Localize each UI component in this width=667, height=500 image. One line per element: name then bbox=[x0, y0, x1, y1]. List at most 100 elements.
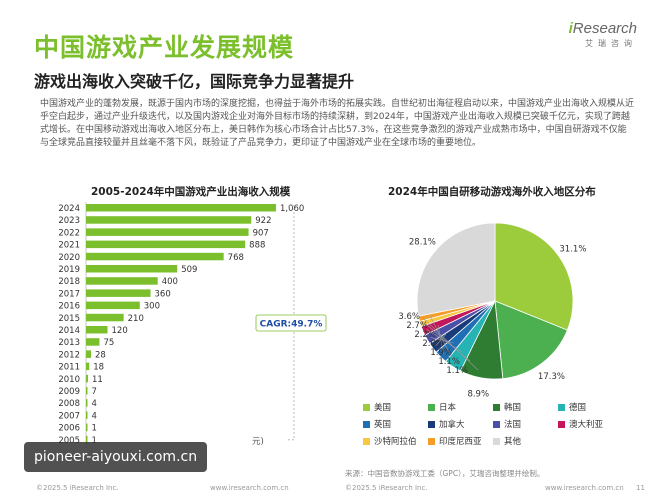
data-label: 28 bbox=[95, 350, 106, 360]
bar bbox=[86, 423, 88, 432]
data-label: 1 bbox=[92, 424, 97, 434]
slice-label: 3.6% bbox=[398, 312, 420, 322]
bar bbox=[86, 362, 90, 371]
legend-label: 美国 bbox=[374, 403, 392, 413]
legend-label: 其他 bbox=[504, 437, 522, 447]
leader-line bbox=[430, 337, 455, 344]
footer-url-right: www.iresearch.com.cn bbox=[545, 484, 624, 492]
pie-slice bbox=[494, 300, 568, 380]
bar bbox=[86, 374, 88, 383]
data-label: 4 bbox=[92, 399, 97, 409]
brand-logo: iResearch 艾瑞咨询 bbox=[569, 20, 637, 49]
pie-chart-title: 2024年中国自研移动游戏海外收入地区分布 bbox=[388, 186, 596, 198]
legend-item: 沙特阿拉伯 bbox=[363, 435, 428, 447]
y-tick-label: 2017 bbox=[58, 289, 80, 299]
y-tick-label: 2022 bbox=[58, 228, 80, 238]
legend-swatch bbox=[493, 437, 500, 445]
pie-chart: 31.1%17.3%8.9%28.1%3.6%2.7%2.2%2.0%1.9%1… bbox=[398, 222, 586, 399]
data-label: 7 bbox=[92, 387, 97, 397]
y-tick-label: 2007 bbox=[58, 411, 80, 421]
data-label: 907 bbox=[253, 228, 269, 238]
slice-label: 2.7% bbox=[406, 321, 428, 331]
legend-item: 澳大利亚 bbox=[558, 418, 623, 430]
y-tick-label: 2024 bbox=[58, 204, 80, 214]
bar bbox=[86, 411, 88, 419]
legend-swatch bbox=[428, 403, 435, 411]
bar bbox=[86, 399, 88, 407]
legend-label: 英国 bbox=[374, 420, 392, 430]
legend-label: 印度尼西亚 bbox=[439, 437, 482, 447]
pie-slice bbox=[494, 222, 574, 331]
legend-label: 加拿大 bbox=[439, 420, 465, 430]
data-label: 509 bbox=[181, 265, 197, 275]
leader-line bbox=[426, 329, 463, 353]
legend-item: 英国 bbox=[363, 418, 428, 430]
y-tick-label: 2021 bbox=[58, 241, 80, 251]
section-subtitle: 游戏出海收入突破千亿，国际竞争力显著提升 bbox=[34, 72, 355, 91]
bar-chart: 2024 1,060 2023 922 2022 907 2021 888 2020 768 201… bbox=[58, 202, 327, 448]
data-label: 888 bbox=[249, 241, 265, 251]
slice-label: 1.1% bbox=[446, 366, 468, 376]
legend-item: 其他 bbox=[493, 435, 558, 447]
slice-label: 2.0% bbox=[422, 339, 444, 349]
legend-item: 日本 bbox=[428, 401, 493, 413]
y-tick-label: 2012 bbox=[58, 350, 80, 360]
bar bbox=[86, 350, 92, 358]
legend-swatch bbox=[493, 420, 500, 428]
legend-swatch bbox=[428, 420, 435, 428]
data-label: 300 bbox=[144, 302, 160, 312]
cagr-label: CAGR:49.7% bbox=[260, 320, 323, 330]
slice-label: 1.9% bbox=[430, 348, 452, 358]
data-label: 922 bbox=[255, 216, 271, 226]
unit-fragment: 元) bbox=[252, 437, 264, 447]
watermark-overlay: pioneer-aiyouxi.com.cn bbox=[24, 442, 208, 472]
legend-label: 沙特阿拉伯 bbox=[374, 437, 417, 447]
y-tick-label: 2015 bbox=[58, 314, 80, 324]
legend-item: 德国 bbox=[558, 401, 623, 413]
legend-item: 印度尼西亚 bbox=[428, 435, 493, 447]
legend-swatch bbox=[363, 403, 370, 411]
legend-swatch bbox=[558, 420, 565, 428]
y-tick-label: 2008 bbox=[58, 399, 80, 409]
slice-label: 8.9% bbox=[467, 389, 489, 399]
data-label: 210 bbox=[128, 314, 144, 324]
bar bbox=[86, 301, 140, 310]
data-label: 400 bbox=[162, 277, 178, 287]
bar bbox=[86, 277, 158, 285]
cagr-box bbox=[255, 314, 327, 332]
y-tick-label: 2023 bbox=[58, 216, 80, 226]
pie-slice bbox=[416, 222, 496, 317]
slice-label: 28.1% bbox=[409, 237, 436, 247]
legend-swatch bbox=[363, 437, 370, 445]
data-label: 120 bbox=[112, 326, 128, 336]
data-label: 360 bbox=[155, 289, 171, 299]
y-tick-label: 2005 bbox=[58, 436, 80, 446]
data-label: 768 bbox=[228, 253, 244, 263]
footer-copyright-right: ©2025.5 iResearch Inc. bbox=[345, 484, 428, 492]
legend-swatch bbox=[428, 437, 435, 445]
y-tick-label: 2019 bbox=[58, 265, 80, 275]
bar bbox=[86, 240, 246, 249]
source-note: 来源：中国音数协游戏工委（GPC），艾瑞咨询整理并绘制。 bbox=[345, 469, 545, 478]
iresearch-logo: iResearch bbox=[568, 20, 637, 37]
bar bbox=[86, 204, 276, 212]
bar bbox=[86, 265, 178, 273]
y-tick-label: 2011 bbox=[58, 363, 80, 373]
bar bbox=[86, 216, 252, 224]
legend-item: 美国 bbox=[363, 401, 428, 413]
legend-label: 韩国 bbox=[504, 403, 522, 413]
legend-item: 加拿大 bbox=[428, 418, 493, 430]
legend-label: 德国 bbox=[569, 403, 587, 413]
y-tick-label: 2016 bbox=[58, 302, 80, 312]
legend-swatch bbox=[558, 403, 565, 411]
slice-label: 17.3% bbox=[538, 372, 565, 382]
bar bbox=[86, 313, 124, 322]
bar bbox=[86, 326, 108, 334]
footer-copyright-left: ©2025.5 iResearch Inc. bbox=[36, 484, 119, 492]
data-label: 1 bbox=[92, 436, 97, 446]
bar bbox=[86, 252, 224, 261]
pie-legend: 美国 日本 韩国 德国 英国 加拿大 法国 澳大利亚 沙特阿拉伯 印度尼西亚 其他 bbox=[363, 401, 623, 447]
legend-label: 澳大利亚 bbox=[569, 420, 604, 430]
page-title: 中国游戏产业发展规模 bbox=[34, 33, 295, 62]
legend-label: 日本 bbox=[439, 403, 457, 413]
